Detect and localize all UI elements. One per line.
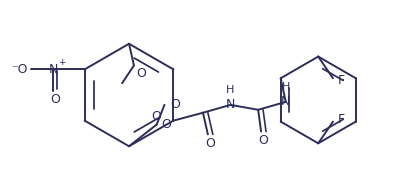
- Text: N: N: [48, 63, 58, 76]
- Text: O: O: [205, 137, 215, 150]
- Text: ⁻O: ⁻O: [11, 63, 27, 76]
- Text: O: O: [170, 98, 180, 111]
- Text: +: +: [58, 58, 65, 67]
- Text: H: H: [227, 85, 235, 95]
- Text: F: F: [338, 74, 345, 87]
- Text: O: O: [162, 118, 171, 131]
- Text: H: H: [282, 82, 290, 92]
- Text: O: O: [258, 134, 268, 147]
- Text: N: N: [226, 98, 235, 111]
- Text: O: O: [136, 67, 146, 80]
- Text: N: N: [281, 96, 290, 108]
- Text: O: O: [152, 110, 162, 123]
- Text: O: O: [50, 93, 60, 106]
- Text: F: F: [338, 113, 345, 126]
